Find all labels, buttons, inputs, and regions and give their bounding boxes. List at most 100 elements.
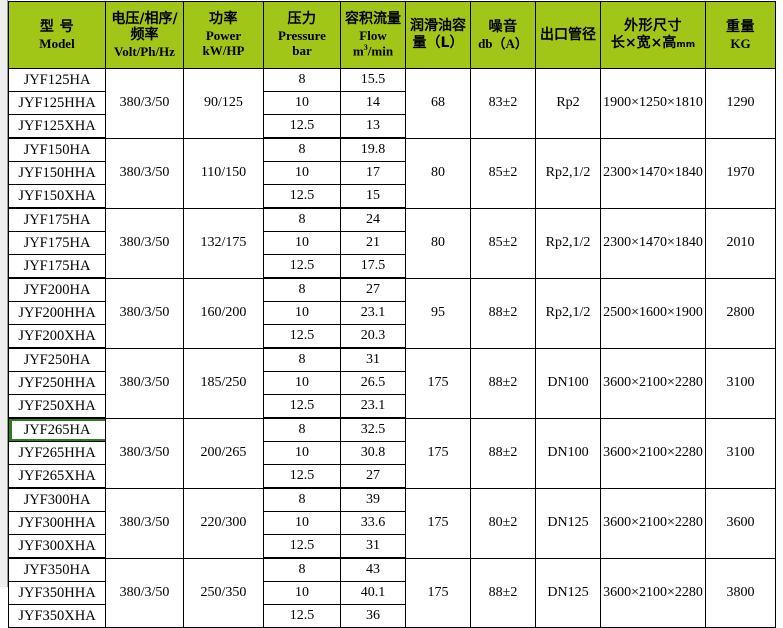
table-row[interactable]: JYF125HHA 10 14 [8, 91, 776, 115]
cell-pressure[interactable]: 12.5 [263, 534, 341, 559]
cell-model[interactable]: JYF175HA [8, 207, 106, 232]
cell-pressure[interactable]: 10 [263, 511, 341, 535]
cell-pressure[interactable]: 12.5 [263, 254, 341, 279]
table-row[interactable]: JYF150HA 380/3/50 110/150 8 19.8 80 85±2 Rp2,1/… [8, 137, 776, 209]
cell-model[interactable]: JYF350HHA [8, 581, 106, 605]
table-row[interactable]: JYF350HA 380/3/50 250/350 8 43 175 88±2 DN125 36… [8, 557, 776, 628]
table-row[interactable]: JYF175HA 380/3/50 132/175 8 24 80 85±2 Rp2,1/2 2… [8, 207, 776, 279]
cell-noise[interactable]: 80±2 [470, 487, 536, 559]
cell-noise[interactable]: 88±2 [470, 347, 536, 419]
cell-voltage[interactable]: 380/3/50 [105, 68, 184, 139]
cell-oil-capacity[interactable]: 80 [405, 137, 471, 209]
cell-pressure[interactable]: 8 [263, 207, 341, 232]
cell-voltage[interactable]: 380/3/50 [105, 347, 184, 419]
cell-noise[interactable]: 85±2 [470, 137, 536, 209]
cell-model[interactable]: JYF200HA [8, 277, 106, 302]
cell-dimension[interactable]: 2500×1600×1900 [600, 277, 706, 349]
table-row[interactable]: JYF265HA 380/3/50 200/265 8 32.5 175 88±2 DN100… [8, 417, 776, 489]
cell-flow[interactable]: 19.8 [340, 137, 406, 162]
cell-flow[interactable]: 31 [340, 347, 406, 372]
cell-weight[interactable]: 3600 [705, 487, 776, 559]
cell-flow[interactable]: 21 [340, 231, 406, 255]
cell-dimension[interactable]: 3600×2100×2280 [600, 557, 706, 628]
cell-pressure[interactable]: 10 [263, 161, 341, 185]
cell-model[interactable]: JYF265HA [8, 417, 106, 442]
cell-model[interactable]: JYF250HHA [8, 371, 106, 395]
cell-model[interactable]: JYF300HA [8, 487, 106, 512]
cell-flow[interactable]: 17.5 [340, 254, 406, 279]
cell-model[interactable]: JYF350XHA [8, 604, 106, 628]
cell-voltage[interactable]: 380/3/50 [105, 207, 184, 279]
cell-flow[interactable]: 23.1 [340, 394, 406, 419]
cell-pressure[interactable]: 8 [263, 487, 341, 512]
cell-outlet[interactable]: Rp2,1/2 [535, 207, 601, 279]
cell-pressure[interactable]: 8 [263, 417, 341, 442]
cell-flow[interactable]: 36 [340, 604, 406, 628]
cell-weight[interactable]: 1970 [705, 137, 776, 209]
table-row[interactable]: JYF265HHA 10 30.8 [8, 441, 776, 465]
cell-pressure[interactable]: 10 [263, 371, 341, 395]
cell-oil-capacity[interactable]: 80 [405, 207, 471, 279]
cell-power[interactable]: 90/125 [183, 68, 264, 139]
cell-oil-capacity[interactable]: 175 [405, 487, 471, 559]
cell-model[interactable]: JYF300HHA [8, 511, 106, 535]
table-row[interactable]: JYF265XHA 12.5 27 [8, 464, 776, 489]
table-row[interactable]: JYF125XHA 12.5 13 [8, 114, 776, 139]
cell-flow[interactable]: 43 [340, 557, 406, 582]
cell-model[interactable]: JYF175HA [8, 231, 106, 255]
table-row[interactable]: JYF150XHA 12.5 15 [8, 184, 776, 209]
cell-weight[interactable]: 2800 [705, 277, 776, 349]
cell-oil-capacity[interactable]: 68 [405, 68, 471, 139]
cell-pressure[interactable]: 10 [263, 441, 341, 465]
cell-weight[interactable]: 2010 [705, 207, 776, 279]
cell-noise[interactable]: 83±2 [470, 68, 536, 139]
table-row[interactable]: JYF175HA 10 21 [8, 231, 776, 255]
cell-oil-capacity[interactable]: 95 [405, 277, 471, 349]
cell-model[interactable]: JYF250HA [8, 347, 106, 372]
table-row[interactable]: JYF175HA 12.5 17.5 [8, 254, 776, 279]
cell-flow[interactable]: 30.8 [340, 441, 406, 465]
cell-model[interactable]: JYF250XHA [8, 394, 106, 419]
table-row[interactable]: JYF300XHA 12.5 31 [8, 534, 776, 559]
cell-flow[interactable]: 15.5 [340, 68, 406, 92]
cell-noise[interactable]: 88±2 [470, 417, 536, 489]
cell-pressure[interactable]: 8 [263, 137, 341, 162]
cell-pressure[interactable]: 10 [263, 231, 341, 255]
cell-power[interactable]: 250/350 [183, 557, 264, 628]
cell-model[interactable]: JYF175HA [8, 254, 106, 279]
cell-flow[interactable]: 39 [340, 487, 406, 512]
cell-pressure[interactable]: 8 [263, 557, 341, 582]
cell-outlet[interactable]: Rp2,1/2 [535, 137, 601, 209]
cell-voltage[interactable]: 380/3/50 [105, 137, 184, 209]
cell-dimension[interactable]: 1900×1250×1810 [600, 68, 706, 139]
cell-pressure[interactable]: 10 [263, 91, 341, 115]
cell-pressure[interactable]: 12.5 [263, 464, 341, 489]
cell-power[interactable]: 200/265 [183, 417, 264, 489]
cell-flow[interactable]: 40.1 [340, 581, 406, 605]
cell-flow[interactable]: 31 [340, 534, 406, 559]
cell-dimension[interactable]: 3600×2100×2280 [600, 417, 706, 489]
cell-flow[interactable]: 23.1 [340, 301, 406, 325]
cell-outlet[interactable]: DN125 [535, 487, 601, 559]
cell-dimension[interactable]: 2300×1470×1840 [600, 207, 706, 279]
cell-weight[interactable]: 3800 [705, 557, 776, 628]
cell-flow[interactable]: 15 [340, 184, 406, 209]
cell-model[interactable]: JYF265HHA [8, 441, 106, 465]
cell-pressure[interactable]: 12.5 [263, 324, 341, 349]
cell-weight[interactable]: 1290 [705, 68, 776, 139]
table-row[interactable]: JYF250HHA 10 26.5 [8, 371, 776, 395]
table-row[interactable]: JYF250XHA 12.5 23.1 [8, 394, 776, 419]
cell-pressure[interactable]: 10 [263, 301, 341, 325]
cell-noise[interactable]: 88±2 [470, 557, 536, 628]
cell-oil-capacity[interactable]: 175 [405, 347, 471, 419]
cell-flow[interactable]: 13 [340, 114, 406, 139]
cell-voltage[interactable]: 380/3/50 [105, 487, 184, 559]
cell-pressure[interactable]: 12.5 [263, 184, 341, 209]
cell-dimension[interactable]: 3600×2100×2280 [600, 487, 706, 559]
cell-outlet[interactable]: DN100 [535, 347, 601, 419]
table-row[interactable]: JYF300HHA 10 33.6 [8, 511, 776, 535]
cell-voltage[interactable]: 380/3/50 [105, 277, 184, 349]
cell-voltage[interactable]: 380/3/50 [105, 417, 184, 489]
cell-model[interactable]: JYF125XHA [8, 114, 106, 139]
cell-outlet[interactable]: DN100 [535, 417, 601, 489]
